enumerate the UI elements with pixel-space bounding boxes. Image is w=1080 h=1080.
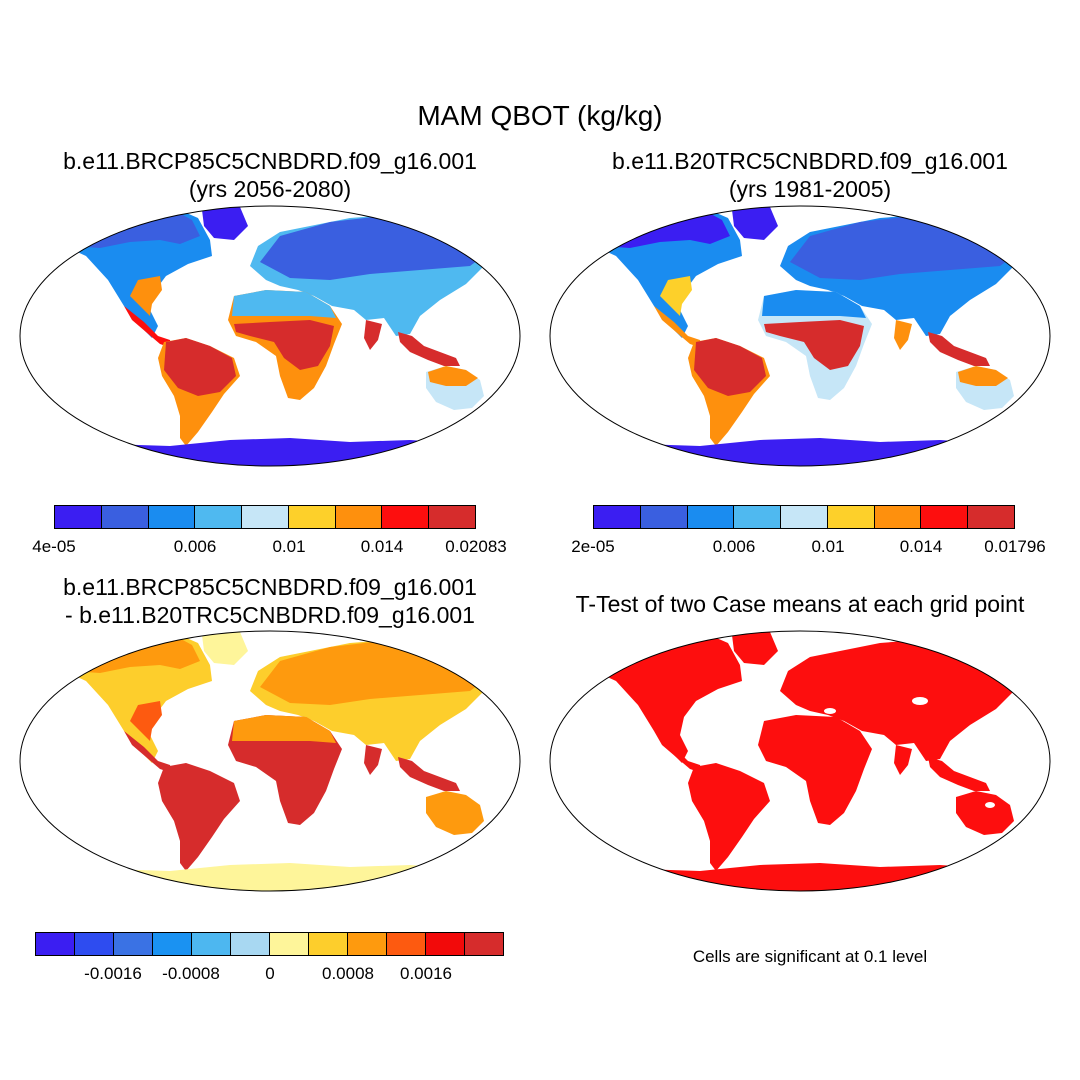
cb2-label-0: 2e-05	[571, 537, 615, 556]
cb1-label-2: 0.01	[272, 537, 306, 556]
map-panel-4	[549, 630, 1051, 892]
cb2-swatch-4	[781, 506, 828, 528]
cb3-swatch-1	[75, 933, 114, 955]
panel-1-years: (yrs 2056-2080)	[188, 176, 352, 202]
cb2-label-4: 0.01796	[984, 537, 1046, 556]
map-panel-2	[549, 205, 1051, 467]
significance-note: Cells are significant at 0.1 level	[692, 947, 928, 966]
cb3-swatch-5	[231, 933, 270, 955]
cb3-swatch-11	[465, 933, 503, 955]
cb3-swatch-6	[270, 933, 309, 955]
cb2-label-2: 0.01	[811, 537, 845, 556]
cb2-swatch-7	[921, 506, 969, 528]
cb1-label-1: 0.006	[173, 537, 217, 556]
cb2-swatch-5	[827, 506, 875, 528]
panel-1-case-name: b.e11.BRCP85C5CNBDRD.f09_g16.001	[63, 148, 477, 174]
cb2-label-1: 0.006	[712, 537, 756, 556]
cb3-label-0: -0.0016	[84, 964, 142, 983]
cb1-swatch-8	[429, 506, 476, 528]
cb1-swatch-2	[148, 506, 196, 528]
panel-2-case-name: b.e11.B20TRC5CNBDRD.f09_g16.001	[612, 148, 1008, 174]
cb3-label-1: -0.0008	[162, 964, 220, 983]
cb1-swatch-5	[288, 506, 336, 528]
cb3-swatch-0	[36, 933, 75, 955]
cb3-swatch-3	[153, 933, 192, 955]
cb1-label-3: 0.014	[360, 537, 404, 556]
colorbar-case1	[54, 505, 476, 529]
cb2-swatch-0	[594, 506, 641, 528]
cb3-label-2: 0	[265, 964, 275, 983]
panel-2-years: (yrs 1981-2005)	[728, 176, 892, 202]
cb3-swatch-4	[192, 933, 231, 955]
cb1-swatch-3	[195, 506, 243, 528]
cb1-swatch-7	[382, 506, 430, 528]
colorbar-difference	[35, 932, 504, 956]
map-panel-1	[19, 205, 521, 467]
cb3-label-3: 0.0008	[322, 964, 374, 983]
colorbar-case2	[593, 505, 1015, 529]
cb1-swatch-6	[335, 506, 383, 528]
cb1-label-4: 0.02083	[445, 537, 507, 556]
cb1-swatch-1	[101, 506, 149, 528]
cb2-swatch-8	[968, 506, 1015, 528]
cb2-swatch-3	[734, 506, 782, 528]
panel-4-title: T-Test of two Case means at each grid po…	[575, 591, 1025, 617]
cb3-label-4: 0.0016	[400, 964, 452, 983]
cb1-label-0: 4e-05	[32, 537, 76, 556]
cb3-swatch-2	[114, 933, 153, 955]
cb3-swatch-10	[426, 933, 465, 955]
cb3-swatch-7	[309, 933, 348, 955]
panel-2-title: b.e11.B20TRC5CNBDRD.f09_g16.001 (yrs 198…	[560, 147, 1060, 203]
panel-1-title: b.e11.BRCP85C5CNBDRD.f09_g16.001 (yrs 20…	[20, 147, 520, 203]
cb2-swatch-2	[687, 506, 735, 528]
figure-title: MAM QBOT (kg/kg)	[417, 100, 663, 131]
panel-3-minus-case: - b.e11.B20TRC5CNBDRD.f09_g16.001	[65, 602, 475, 628]
cb3-swatch-8	[348, 933, 387, 955]
cb1-swatch-0	[55, 506, 102, 528]
cb2-label-3: 0.014	[899, 537, 943, 556]
cb2-swatch-6	[874, 506, 922, 528]
cb3-swatch-9	[387, 933, 426, 955]
panel-3-case-name: b.e11.BRCP85C5CNBDRD.f09_g16.001	[63, 574, 477, 600]
cb2-swatch-1	[640, 506, 688, 528]
panel-3-title: b.e11.BRCP85C5CNBDRD.f09_g16.001 - b.e11…	[20, 573, 520, 629]
map-panel-3	[19, 630, 521, 892]
cb1-swatch-4	[242, 506, 289, 528]
